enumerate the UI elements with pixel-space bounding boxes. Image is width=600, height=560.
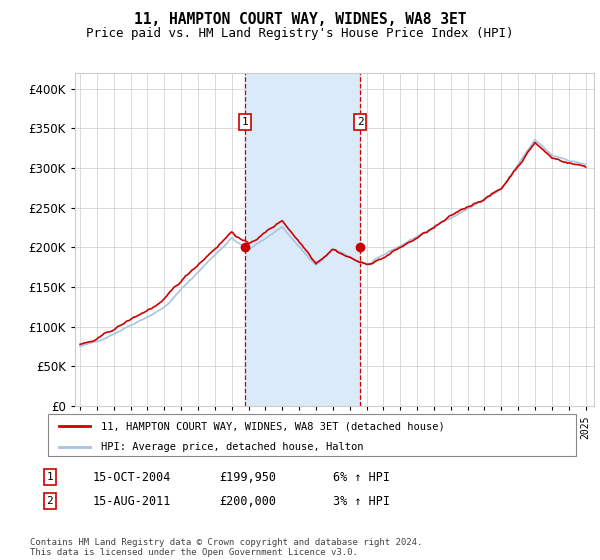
Text: 15-OCT-2004: 15-OCT-2004: [93, 470, 172, 484]
Text: 6% ↑ HPI: 6% ↑ HPI: [333, 470, 390, 484]
Text: 3% ↑ HPI: 3% ↑ HPI: [333, 494, 390, 508]
Bar: [245, 73, 360, 406]
Text: 2: 2: [357, 117, 364, 127]
Text: 15-AUG-2011: 15-AUG-2011: [93, 494, 172, 508]
Text: 1: 1: [46, 472, 53, 482]
Text: Price paid vs. HM Land Registry's House Price Index (HPI): Price paid vs. HM Land Registry's House …: [86, 27, 514, 40]
Text: Contains HM Land Registry data © Crown copyright and database right 2024.
This d: Contains HM Land Registry data © Crown c…: [30, 538, 422, 557]
Text: 11, HAMPTON COURT WAY, WIDNES, WA8 3ET (detached house): 11, HAMPTON COURT WAY, WIDNES, WA8 3ET (…: [101, 421, 445, 431]
Text: 2: 2: [46, 496, 53, 506]
Text: £200,000: £200,000: [219, 494, 276, 508]
Text: 1: 1: [242, 117, 248, 127]
Text: HPI: Average price, detached house, Halton: HPI: Average price, detached house, Halt…: [101, 442, 364, 452]
Text: 11, HAMPTON COURT WAY, WIDNES, WA8 3ET: 11, HAMPTON COURT WAY, WIDNES, WA8 3ET: [134, 12, 466, 27]
Text: £199,950: £199,950: [219, 470, 276, 484]
FancyBboxPatch shape: [48, 414, 576, 456]
